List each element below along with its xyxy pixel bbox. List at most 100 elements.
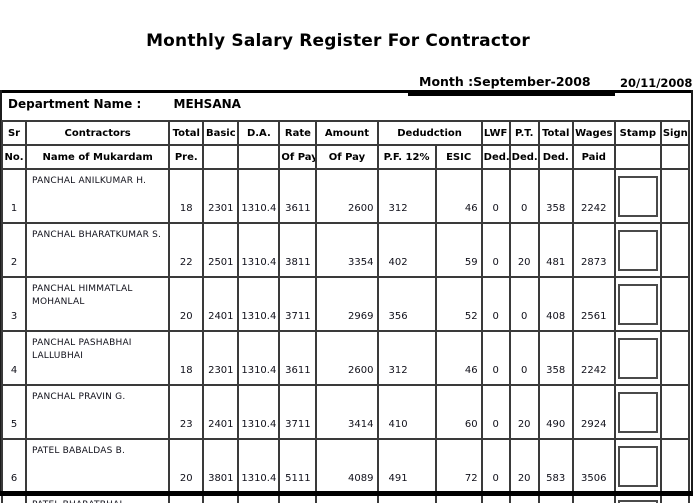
header-row-2: No. Name of Mukardam Pre. Of Pay Of Pay P.F. … <box>0 144 691 170</box>
cell-pt: 20 <box>508 438 540 494</box>
cell-wages: 3506 <box>571 438 616 494</box>
cell-name: PANCHAL HIMMATLAL MOHANLAL <box>25 276 171 332</box>
salary-table-wrap: Sr Contractors Total Basic D.A. Rate Amount Ded… <box>0 120 691 503</box>
cell-pt: 20 <box>508 222 540 278</box>
cell-sign <box>659 168 691 224</box>
cell-total_pre: 20 <box>168 276 205 332</box>
cell-wages: 2242 <box>571 330 616 386</box>
header-total: Pre. <box>168 144 205 170</box>
footer-rule <box>0 491 693 496</box>
cell-rate: 3811 <box>278 222 318 278</box>
header-sr: No. <box>0 144 28 170</box>
header-basic <box>202 144 240 170</box>
header-rate: Of Pay <box>278 144 318 170</box>
cell-lwf: 0 <box>480 276 511 332</box>
cell-stamp <box>613 168 662 224</box>
cell-sr: 1 <box>0 168 28 224</box>
cell-total_ded: 490 <box>537 384 574 440</box>
table-row: 5 PANCHAL PRAVIN G. 23 2401 1310.4 3711 3414 41… <box>0 384 691 440</box>
cell-basic: 2301 <box>202 168 240 224</box>
header-contractors: Name of Mukardam <box>25 144 171 170</box>
print-date: 20/11/2008 <box>620 76 693 90</box>
header-rate: Rate <box>278 120 318 146</box>
cell-stamp <box>613 330 662 386</box>
cell-sign <box>659 276 691 332</box>
department-row: Department Name : MEHSANA <box>8 97 241 111</box>
cell-pt: 0 <box>508 330 540 386</box>
table-row: 3 PANCHAL HIMMATLAL MOHANLAL 20 2401 1310.4 3… <box>0 276 691 332</box>
cell-amount: 2600 <box>315 330 379 386</box>
cell-name: PANCHAL PRAVIN G. <box>25 384 171 440</box>
cell-rate: 3611 <box>278 330 318 386</box>
cell-total_ded: 358 <box>537 168 574 224</box>
cell-rate: 3711 <box>278 384 318 440</box>
header-pt: P.T. <box>508 120 540 146</box>
cell-total_ded: 481 <box>537 222 574 278</box>
stamp-box <box>617 176 658 217</box>
header-wages: Paid <box>571 144 616 170</box>
cell-basic: 2401 <box>202 384 240 440</box>
header-sign <box>659 144 691 170</box>
table-row: 4 PANCHAL PASHABHAI LALLUBHAI 18 2301 1310.4… <box>0 330 691 386</box>
cell-da: 1310.4 <box>237 438 281 494</box>
cell-wages: 2873 <box>571 222 616 278</box>
header-da: D.A. <box>237 120 281 146</box>
stamp-box <box>617 284 658 325</box>
header-lwf: LWF <box>480 120 511 146</box>
cell-name: PATEL BABALDAS B. <box>25 438 171 494</box>
header-rule <box>0 90 693 93</box>
cell-stamp <box>613 222 662 278</box>
cell-esic: 46 <box>434 330 483 386</box>
cell-basic: 2401 <box>202 276 240 332</box>
header-stamp: Stamp <box>613 120 662 146</box>
cell-lwf: 0 <box>480 438 511 494</box>
month-label: Month :September-2008 <box>419 74 591 89</box>
cell-rate: 5111 <box>278 438 318 494</box>
cell-esic: 59 <box>434 222 483 278</box>
page-edge-right <box>691 90 693 496</box>
cell-amount: 3354 <box>315 222 379 278</box>
cell-total_ded: 358 <box>537 330 574 386</box>
stamp-box <box>617 230 658 271</box>
header-amount: Of Pay <box>315 144 379 170</box>
header-total-ded: Ded. <box>537 144 574 170</box>
header-row-1: Sr Contractors Total Basic D.A. Rate Amount Ded… <box>0 120 691 146</box>
cell-amount: 2969 <box>315 276 379 332</box>
cell-sign <box>659 384 691 440</box>
header-basic: Basic <box>202 120 240 146</box>
header-esic: ESIC <box>434 144 483 170</box>
cell-total_pre: 18 <box>168 168 205 224</box>
cell-lwf: 0 <box>480 384 511 440</box>
cell-sign <box>659 438 691 494</box>
cell-name: PANCHAL PASHABHAI LALLUBHAI <box>25 330 171 386</box>
cell-wages: 2561 <box>571 276 616 332</box>
cell-basic: 2301 <box>202 330 240 386</box>
cell-da: 1310.4 <box>237 276 281 332</box>
cell-pf: 312 <box>376 168 437 224</box>
header-pt: Ded. <box>508 144 540 170</box>
header-total-ded: Total <box>537 120 574 146</box>
cell-total_ded: 583 <box>537 438 574 494</box>
salary-table: Sr Contractors Total Basic D.A. Rate Amount Ded… <box>0 120 691 503</box>
header-amount: Amount <box>315 120 379 146</box>
cell-sr: 5 <box>0 384 28 440</box>
cell-name: PANCHAL ANILKUMAR H. <box>25 168 171 224</box>
page-edge-left <box>0 90 2 496</box>
header-sign: Sign <box>659 120 691 146</box>
cell-lwf: 0 <box>480 222 511 278</box>
cell-esic: 60 <box>434 384 483 440</box>
cell-wages: 2242 <box>571 168 616 224</box>
table-body: 1 PANCHAL ANILKUMAR H. 18 2301 1310.4 3611 260… <box>0 168 691 503</box>
cell-lwf: 0 <box>480 168 511 224</box>
header-pf: P.F. 12% <box>376 144 437 170</box>
cell-total_pre: 18 <box>168 330 205 386</box>
department-label: Department Name : <box>8 97 142 111</box>
cell-sr: 4 <box>0 330 28 386</box>
cell-esic: 72 <box>434 438 483 494</box>
cell-amount: 4089 <box>315 438 379 494</box>
cell-da: 1310.4 <box>237 168 281 224</box>
cell-da: 1310.4 <box>237 330 281 386</box>
month-underline <box>408 93 615 96</box>
cell-total_pre: 22 <box>168 222 205 278</box>
cell-amount: 3414 <box>315 384 379 440</box>
